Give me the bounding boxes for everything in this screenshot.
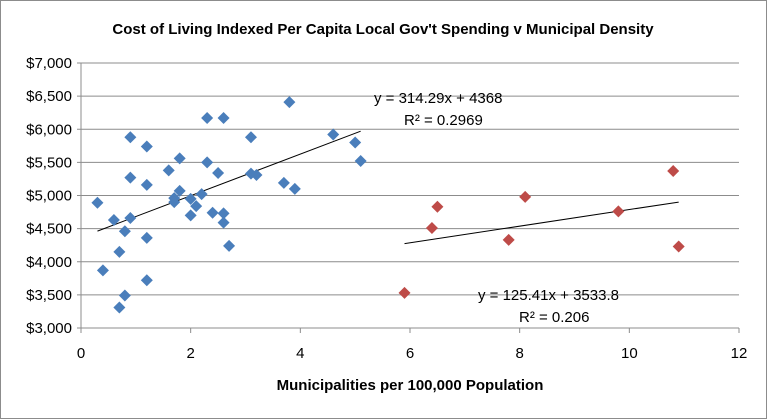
data-point-series-1: [91, 196, 104, 209]
data-point-series-2: [672, 240, 685, 253]
x-tick-label: 4: [296, 345, 304, 362]
data-point-series-1: [184, 209, 197, 222]
data-point-series-1: [217, 111, 230, 124]
data-point-series-1: [184, 192, 197, 205]
data-point-series-2: [502, 233, 515, 246]
data-point-series-1: [250, 168, 263, 181]
data-point-series-1: [244, 131, 257, 144]
data-point-series-1: [140, 231, 153, 244]
data-point-series-1: [201, 156, 214, 169]
data-point-series-1: [96, 264, 109, 277]
y-tick-label: $4,000: [26, 254, 72, 271]
data-point-series-1: [113, 245, 126, 258]
x-tick-label: 8: [515, 345, 523, 362]
data-point-series-2: [612, 205, 625, 218]
data-point-series-1: [217, 207, 230, 220]
data-point-series-1: [173, 152, 186, 165]
data-point-series-1: [168, 196, 181, 209]
data-point-series-1: [206, 206, 219, 219]
trendline-equation-red: y = 125.41x + 3533.8: [478, 287, 619, 304]
trendline-labels: y = 314.29x + 4368 R² = 0.2969 y = 125.4…: [374, 90, 619, 326]
data-point-series-1: [140, 274, 153, 287]
data-point-series-1: [283, 96, 296, 109]
data-point-series-1: [124, 171, 137, 184]
data-point-series-1: [195, 188, 208, 201]
y-tick-label: $6,500: [26, 88, 72, 105]
data-point-series-1: [107, 214, 120, 227]
data-point-series-2: [431, 200, 444, 213]
x-tick-label: 6: [406, 345, 414, 362]
data-point-series-1: [212, 166, 225, 179]
data-point-series-1: [118, 289, 131, 302]
y-tick-label: $3,500: [26, 287, 72, 304]
y-tick-label: $6,000: [26, 121, 72, 138]
data-points: [91, 96, 685, 314]
data-point-series-1: [140, 140, 153, 153]
data-point-series-2: [519, 190, 532, 203]
trendline-series-2: [404, 201, 679, 245]
data-point-series-2: [667, 164, 680, 177]
trendline-r2-red: R² = 0.206: [519, 309, 589, 326]
data-point-series-1: [288, 182, 301, 195]
data-point-series-1: [277, 176, 290, 189]
data-point-series-1: [223, 239, 236, 252]
data-point-series-1: [124, 212, 137, 225]
y-tick-label: $7,000: [26, 55, 72, 72]
data-point-series-1: [140, 178, 153, 191]
data-point-series-1: [162, 164, 175, 177]
data-point-series-1: [124, 131, 137, 144]
data-point-series-1: [201, 111, 214, 124]
x-tick-label: 12: [731, 345, 748, 362]
trendline-series-1: [97, 130, 361, 232]
data-point-series-1: [217, 216, 230, 229]
data-point-series-2: [425, 221, 438, 234]
x-tick-label: 0: [77, 345, 85, 362]
data-point-series-1: [118, 225, 131, 238]
chart-title: Cost of Living Indexed Per Capita Local …: [112, 21, 654, 38]
data-point-series-1: [349, 136, 362, 149]
data-point-series-2: [398, 286, 411, 299]
y-tick-label: $4,500: [26, 221, 72, 238]
trendlines: [97, 130, 679, 245]
x-tick-label: 2: [186, 345, 194, 362]
data-point-series-1: [113, 301, 126, 314]
data-point-series-1: [190, 200, 203, 213]
y-tick-label: $5,500: [26, 154, 72, 171]
trendline-equation-blue: y = 314.29x + 4368: [374, 90, 502, 107]
y-tick-label: $5,000: [26, 188, 72, 205]
trendline-r2-blue: R² = 0.2969: [404, 112, 483, 129]
x-tick-label: 10: [621, 345, 638, 362]
data-point-series-1: [354, 155, 367, 168]
y-tick-label: $3,000: [26, 320, 72, 337]
axes: $3,000 $3,500 $4,000 $4,500 $5,000 $5,500 $6,0…: [26, 55, 747, 362]
data-point-series-1: [173, 184, 186, 197]
x-axis-title: Municipalities per 100,000 Population: [277, 377, 544, 394]
data-point-series-1: [327, 128, 340, 141]
